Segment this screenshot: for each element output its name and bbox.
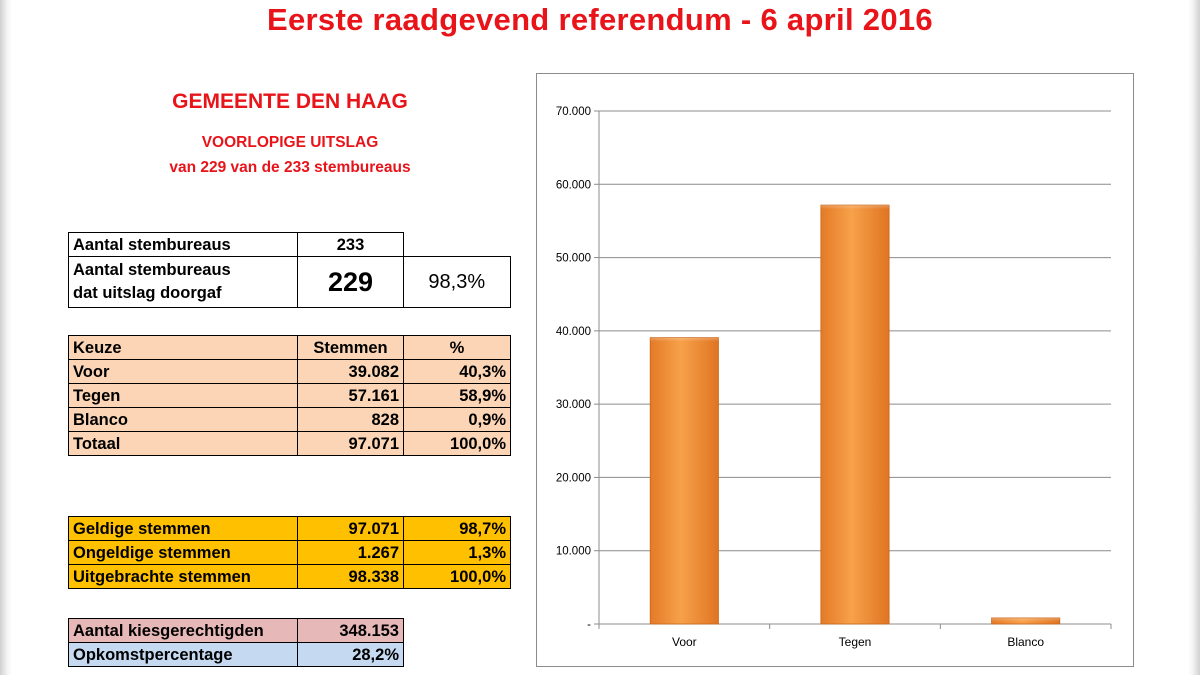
reported-stations-value: 229 xyxy=(297,256,404,308)
y-tick-label: 20.000 xyxy=(556,472,591,484)
reported-label-line-1: Aantal stembureaus xyxy=(73,261,231,279)
choice-label: Tegen xyxy=(68,383,298,408)
table-row-total: Totaal 97.071 100,0% xyxy=(68,431,511,456)
total-votes: 97.071 xyxy=(297,431,404,456)
choice-votes: 39.082 xyxy=(297,359,404,384)
bar-highlight xyxy=(650,337,719,342)
table-row: Aantal kiesgerechtigden 348.153 xyxy=(68,618,404,643)
x-tick-label: Blanco xyxy=(1007,635,1044,649)
table-row: Uitgebrachte stemmen 98.338 100,0% xyxy=(68,564,511,589)
total-stations-label: Aantal stembureaus xyxy=(68,232,298,257)
y-tick-label: 70.000 xyxy=(556,106,591,118)
validity-label: Uitgebrachte stemmen xyxy=(68,564,298,589)
total-label: Totaal xyxy=(68,431,298,456)
header-keuze: Keuze xyxy=(68,335,298,360)
table-row: Blanco 828 0,9% xyxy=(68,407,511,432)
x-tick-label: Voor xyxy=(672,635,697,649)
choice-votes: 828 xyxy=(297,407,404,432)
choice-votes: 57.161 xyxy=(297,383,404,408)
reported-stations-pct: 98,3% xyxy=(403,256,511,308)
y-tick-label: - xyxy=(587,619,591,631)
bar-highlight xyxy=(991,617,1060,622)
y-tick-label: 60.000 xyxy=(556,179,591,191)
total-stations-value: 233 xyxy=(297,232,404,257)
validity-votes: 97.071 xyxy=(297,516,404,541)
page-shadow-left xyxy=(0,0,12,675)
total-pct: 100,0% xyxy=(403,431,511,456)
turnout-label: Opkomstpercentage xyxy=(68,642,298,667)
validity-label: Geldige stemmen xyxy=(68,516,298,541)
reported-label-line-2: dat uitslag doorgaf xyxy=(73,284,222,302)
empty-cell xyxy=(404,233,511,257)
electorate-label: Aantal kiesgerechtigden xyxy=(68,618,298,643)
page-title: Eerste raadgevend referendum - 6 april 2… xyxy=(267,2,933,37)
table-row: Tegen 57.161 58,9% xyxy=(68,383,511,408)
choice-pct: 0,9% xyxy=(403,407,511,432)
stations-table: Aantal stembureaus 233 Aantal stembureau… xyxy=(68,232,511,308)
table-row: Ongeldige stemmen 1.267 1,3% xyxy=(68,540,511,565)
municipality-heading: GEMEENTE DEN HAAG xyxy=(172,90,408,113)
choice-pct: 58,9% xyxy=(403,383,511,408)
turnout-table: Aantal kiesgerechtigden 348.153 Opkomstp… xyxy=(68,618,404,667)
validity-pct: 1,3% xyxy=(403,540,511,565)
page-shadow-right xyxy=(1188,0,1200,675)
validity-pct: 98,7% xyxy=(403,516,511,541)
x-tick-label: Tegen xyxy=(839,635,872,649)
subtitle-stations: van 229 van de 233 stembureaus xyxy=(169,159,411,176)
bar xyxy=(649,337,719,625)
validity-votes: 98.338 xyxy=(297,564,404,589)
validity-pct: 100,0% xyxy=(403,564,511,589)
y-tick-label: 30.000 xyxy=(556,399,591,411)
electorate-value: 348.153 xyxy=(297,618,404,643)
bar xyxy=(820,204,890,625)
reported-stations-label: Aantal stembureaus dat uitslag doorgaf xyxy=(68,256,298,308)
results-table: Keuze Stemmen % Voor 39.082 40,3% Tegen … xyxy=(68,335,511,456)
validity-label: Ongeldige stemmen xyxy=(68,540,298,565)
subtitle-preliminary: VOORLOPIGE UITSLAG xyxy=(201,134,379,151)
turnout-value: 28,2% xyxy=(297,642,404,667)
y-tick-label: 40.000 xyxy=(556,326,591,338)
header-stemmen: Stemmen xyxy=(297,335,404,360)
bar-highlight xyxy=(820,205,890,210)
header-pct: % xyxy=(403,335,511,360)
choice-label: Blanco xyxy=(68,407,298,432)
results-header-row: Keuze Stemmen % xyxy=(68,335,511,360)
choice-pct: 40,3% xyxy=(403,359,511,384)
y-tick-label: 50.000 xyxy=(556,253,591,265)
chart-svg: - 10.000 20.000 30.000 40.000 50.000 60.000 70.… xyxy=(556,106,1112,649)
table-row: Opkomstpercentage 28,2% xyxy=(68,642,404,667)
validity-table: Geldige stemmen 97.071 98,7% Ongeldige s… xyxy=(68,516,511,589)
table-row: Voor 39.082 40,3% xyxy=(68,359,511,384)
choice-label: Voor xyxy=(68,359,298,384)
y-tick-label: 10.000 xyxy=(556,546,591,558)
table-row: Geldige stemmen 97.071 98,7% xyxy=(68,516,511,541)
validity-votes: 1.267 xyxy=(297,540,404,565)
results-bar-chart: - 10.000 20.000 30.000 40.000 50.000 60.000 70.… xyxy=(536,73,1134,667)
